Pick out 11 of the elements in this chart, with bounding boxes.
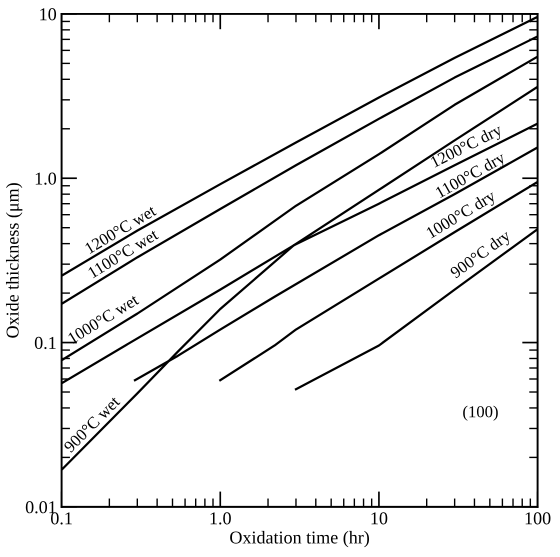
x-axis-title: Oxidation time (hr) [230,530,370,548]
x-tick-label: 10 [371,512,388,524]
x-tick-label: 100 [526,512,550,524]
y-tick-label: 10 [40,8,56,20]
x-tick-label: 0.1 [51,512,72,525]
y-tick-label: 0.1 [34,336,56,350]
x-tick-label: 1.0 [210,512,231,525]
y-tick-label: 0.01 [26,501,56,514]
y-axis-title: Oxide thickness (μm) [6,183,22,338]
y-tick-label: 1.0 [36,172,56,185]
annotation: (100) [463,406,498,421]
